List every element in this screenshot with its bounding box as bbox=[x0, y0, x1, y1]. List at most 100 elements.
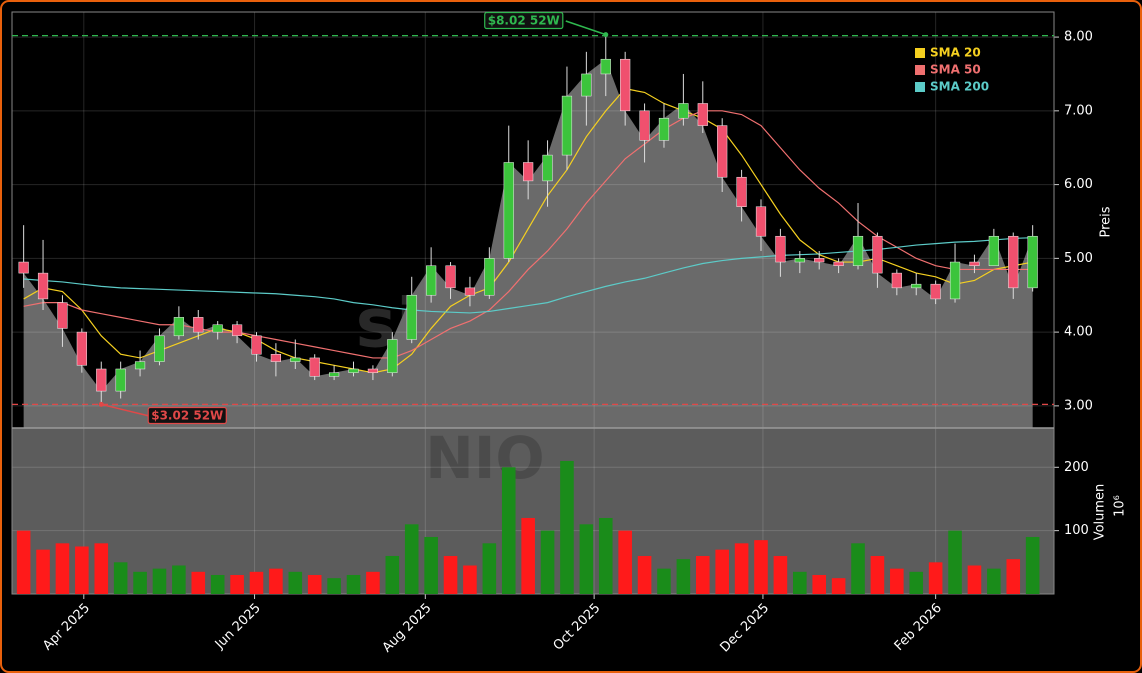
volume-bar bbox=[909, 571, 924, 594]
volume-bar bbox=[754, 540, 768, 594]
candle-body bbox=[561, 95, 573, 156]
volume-bar bbox=[152, 568, 167, 594]
volume-bar bbox=[443, 555, 458, 594]
candle-body bbox=[115, 368, 126, 392]
y-tick-label: 5.00 bbox=[1064, 251, 1093, 266]
candle-body bbox=[484, 258, 495, 296]
candle-body bbox=[464, 287, 476, 296]
candle-body bbox=[969, 261, 980, 266]
candle-body bbox=[290, 357, 301, 362]
volume-bar bbox=[715, 549, 729, 594]
volume-bar bbox=[870, 555, 885, 594]
sma-line bbox=[23, 110, 1033, 359]
candle-body bbox=[387, 339, 398, 373]
legend-label: SMA 200 bbox=[930, 80, 989, 94]
annotation-arrow bbox=[565, 20, 607, 36]
candle-body bbox=[697, 103, 708, 126]
volume-bar bbox=[210, 574, 225, 594]
annotation-arrow-head bbox=[98, 401, 104, 407]
annotation-box bbox=[147, 406, 227, 425]
y-tick-label: 3.00 bbox=[1064, 398, 1093, 413]
candle-body bbox=[212, 324, 223, 333]
volume-bar bbox=[773, 555, 788, 594]
volume-bar bbox=[501, 467, 516, 594]
candle-body bbox=[1008, 235, 1019, 289]
volume-bar bbox=[113, 562, 128, 594]
legend-swatch bbox=[915, 48, 925, 58]
volume-bar bbox=[1006, 559, 1021, 594]
volume-bar bbox=[676, 559, 691, 594]
annotation-arrow-head bbox=[603, 32, 609, 38]
candle-body bbox=[173, 317, 184, 337]
candle-body bbox=[270, 353, 281, 362]
volume-bar bbox=[16, 530, 31, 594]
candle-body bbox=[406, 294, 417, 340]
annotation-box bbox=[484, 11, 564, 30]
candle-body bbox=[348, 368, 359, 373]
volume-bar bbox=[967, 565, 982, 594]
y-tick-label: 7.00 bbox=[1064, 103, 1093, 118]
candle-body bbox=[794, 258, 805, 263]
volume-bar bbox=[366, 571, 380, 594]
candle-body bbox=[600, 58, 611, 75]
y-tick-label: 8.00 bbox=[1064, 30, 1093, 45]
ticker-watermark: NIO bbox=[425, 424, 544, 492]
candle-body bbox=[620, 58, 631, 112]
candle-body bbox=[581, 73, 592, 97]
volume-bar bbox=[55, 543, 70, 594]
candle-body bbox=[911, 283, 922, 289]
candle-body bbox=[367, 368, 379, 373]
volume-bar bbox=[928, 562, 943, 594]
high-52w-label: $8.02 52W bbox=[488, 14, 560, 28]
price-area bbox=[23, 59, 1033, 428]
volume-bar bbox=[191, 571, 206, 594]
candle-body bbox=[930, 283, 941, 300]
volume-bar bbox=[133, 571, 147, 594]
volume-unit: 10⁶ bbox=[1113, 495, 1128, 517]
volume-bar bbox=[327, 578, 341, 594]
candle-body bbox=[231, 324, 243, 337]
legend-label: SMA 20 bbox=[930, 46, 981, 60]
candle-body bbox=[37, 272, 49, 300]
candle-body bbox=[658, 117, 670, 141]
volume-bar bbox=[734, 543, 749, 594]
candle-body bbox=[523, 162, 534, 182]
volume-bar bbox=[695, 555, 710, 594]
volume-bar bbox=[521, 517, 535, 594]
legend-label: SMA 50 bbox=[930, 63, 981, 77]
candle-body bbox=[949, 261, 961, 300]
y-axis-label: Preis bbox=[1099, 206, 1114, 237]
volume-bar bbox=[560, 460, 574, 594]
candle-body bbox=[251, 335, 262, 355]
candle-body bbox=[891, 272, 902, 289]
legend-swatch bbox=[915, 65, 925, 75]
volume-bar bbox=[482, 543, 497, 594]
volume-bar bbox=[269, 568, 283, 594]
candle-body bbox=[717, 125, 728, 178]
candle-body bbox=[755, 206, 767, 237]
sma-line bbox=[23, 88, 1033, 374]
legend-swatch bbox=[915, 82, 925, 92]
volume-tick-label: 100 bbox=[1064, 523, 1089, 538]
candle-body bbox=[76, 331, 87, 366]
volume-bar bbox=[598, 517, 613, 594]
candle-body bbox=[193, 317, 204, 333]
y-tick-label: 6.00 bbox=[1064, 177, 1093, 192]
volume-bar bbox=[948, 530, 962, 594]
volume-bar bbox=[987, 568, 1001, 594]
candle-body bbox=[736, 176, 747, 207]
candle-body bbox=[57, 302, 68, 329]
candle-body bbox=[503, 162, 514, 259]
volume-bar bbox=[249, 571, 264, 594]
volume-bar bbox=[812, 574, 827, 594]
volume-bar bbox=[618, 530, 632, 594]
candle-body bbox=[134, 361, 146, 370]
candle-body bbox=[96, 368, 107, 392]
candle-body bbox=[426, 265, 437, 296]
candle-body bbox=[678, 103, 689, 119]
volume-bar bbox=[657, 568, 671, 594]
volume-bar bbox=[404, 524, 419, 594]
y-tick-label: 4.00 bbox=[1064, 325, 1093, 340]
